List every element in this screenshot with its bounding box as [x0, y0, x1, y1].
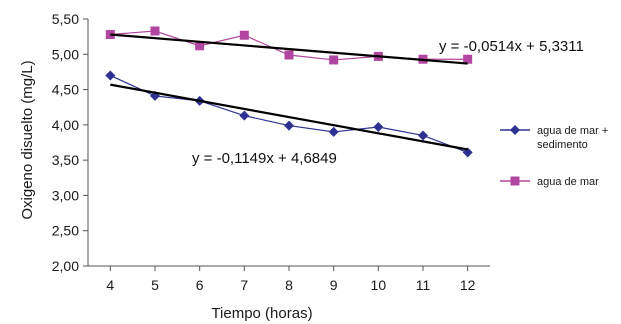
data-point-square: [463, 54, 473, 64]
data-point-square: [239, 30, 249, 40]
data-point-diamond: [418, 130, 428, 141]
x-tick-label: 7: [240, 277, 248, 293]
data-point-diamond: [373, 121, 384, 132]
data-point-diamond: [239, 110, 250, 121]
x-tick-label: 9: [330, 277, 338, 293]
data-point-diamond: [328, 126, 339, 137]
legend-label: agua de mar +: [537, 125, 608, 137]
x-tick-label: 5: [151, 277, 159, 293]
x-tick-label: 10: [371, 277, 387, 293]
legend-marker-square: [510, 176, 520, 186]
x-tick-label: 8: [285, 277, 293, 293]
data-point-diamond: [105, 70, 116, 81]
y-tick-label: 2,00: [52, 258, 79, 274]
x-tick-label: 11: [416, 277, 431, 293]
x-axis-label: Tiempo (horas): [211, 305, 312, 322]
data-point-diamond: [284, 120, 294, 131]
y-tick-label: 4,00: [52, 117, 79, 133]
trendlines: y = -0,1149x + 4,6849 y = -0,0514x + 5,33…: [192, 38, 584, 167]
axes: 2,00 2,50 3,00 3,50 4,00 4,50 5,00 5,50 4 5 6 7 8 9 10…: [52, 11, 490, 293]
trendline-2: [110, 33, 468, 65]
data-point-square: [329, 55, 339, 65]
trendline-equation: y = -0,1149x + 4,6849: [192, 150, 337, 167]
y-tick-label: 2,50: [52, 223, 79, 239]
y-tick-label: 3,00: [52, 187, 79, 203]
labels: Tiempo (horas) Oxigeno disuelto (mg/L): [19, 60, 313, 322]
trendline-1: [110, 83, 468, 151]
y-tick-label: 4,50: [52, 82, 79, 98]
trendline-equation: y = -0,0514x + 5,3311: [439, 38, 584, 55]
data-point-square: [105, 30, 115, 40]
x-tick-label: 4: [106, 277, 114, 293]
legend: agua de mar + sedimento agua de mar: [500, 125, 608, 188]
series: [105, 26, 473, 158]
legend-label: agua de mar: [537, 176, 599, 188]
x-tick-label: 12: [460, 277, 476, 293]
legend-label: sedimento: [537, 139, 588, 151]
data-point-square: [150, 26, 160, 36]
y-axis-label: Oxigeno disuelto (mg/L): [19, 60, 36, 219]
x-tick-label: 6: [196, 277, 204, 293]
y-tick-label: 5,00: [52, 46, 79, 62]
y-tick-label: 3,50: [52, 152, 79, 168]
data-point-square: [284, 50, 294, 60]
legend-marker-diamond: [510, 125, 520, 135]
data-point-square: [195, 41, 205, 51]
y-tick-label: 5,50: [52, 11, 79, 27]
